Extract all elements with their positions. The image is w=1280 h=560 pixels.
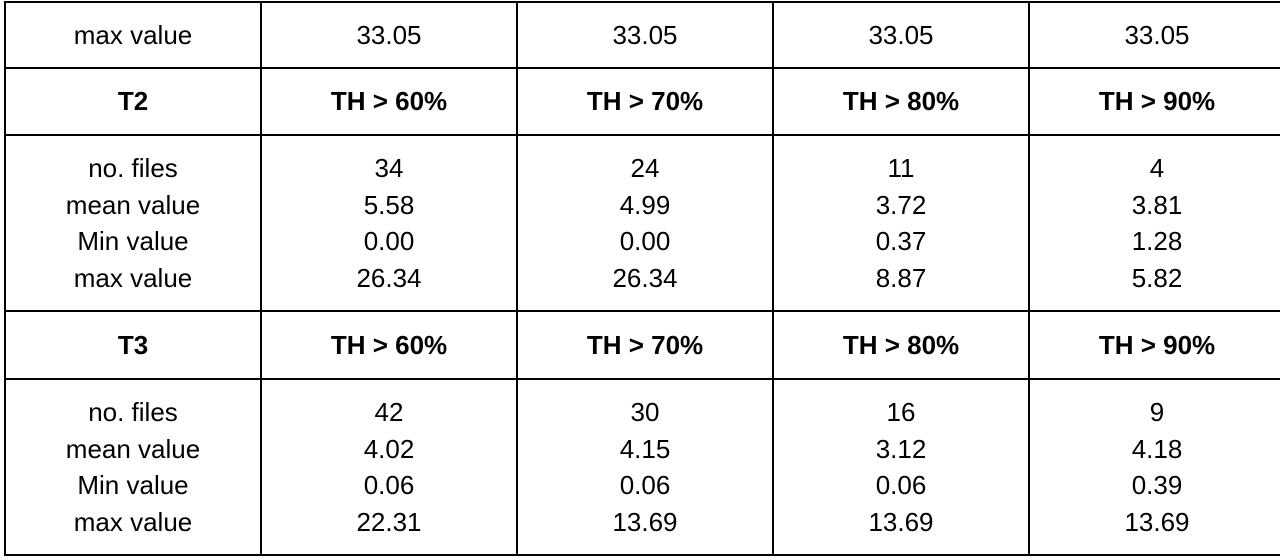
cell-text: TH > 70% <box>586 86 704 117</box>
table-cell: TH > 60% <box>260 310 518 380</box>
cell-text: 4.15 <box>619 433 671 464</box>
cell-text: 0.00 <box>619 226 671 256</box>
table-cell: TH > 80% <box>772 310 1030 380</box>
table-cell: TH > 80% <box>772 67 1030 136</box>
table-cell: 33.05 <box>1028 1 1280 69</box>
table-row: T2 TH > 60% TH > 70% TH > 80% TH > 90% <box>4 67 1280 136</box>
cell-text: max value <box>73 262 193 293</box>
cell-text: TH > 80% <box>842 86 960 117</box>
table-cell: TH > 90% <box>1028 67 1280 136</box>
table-row: no. files mean value Min value max value 42 4… <box>4 378 1280 556</box>
cell-text: 33.05 <box>612 19 678 50</box>
cell-text: 13.69 <box>612 506 678 537</box>
cell-text: 26.34 <box>612 262 678 293</box>
cell-text: TH > 70% <box>586 329 704 360</box>
cell-text: max value <box>73 506 193 537</box>
cell-text: TH > 90% <box>1098 86 1216 117</box>
table-cell: TH > 70% <box>516 310 774 380</box>
cell-text: 0.06 <box>875 470 927 500</box>
table-cell: 4 3.81 1.28 5.82 <box>1028 134 1280 312</box>
table-row: max value 33.05 33.05 33.05 33.05 <box>4 1 1280 69</box>
cell-text: T2 <box>117 86 149 117</box>
table-cell: 30 4.15 0.06 13.69 <box>516 378 774 556</box>
cell-text: TH > 60% <box>330 329 448 360</box>
table-cell: 24 4.99 0.00 26.34 <box>516 134 774 312</box>
cell-text: 5.82 <box>1131 262 1183 293</box>
table-cell: 33.05 <box>260 1 518 69</box>
cell-text: mean value <box>65 433 201 464</box>
cell-text: 22.31 <box>356 506 422 537</box>
table-cell: 33.05 <box>516 1 774 69</box>
cell-text: TH > 80% <box>842 329 960 360</box>
table-cell: 34 5.58 0.00 26.34 <box>260 134 518 312</box>
table-cell: 9 4.18 0.39 13.69 <box>1028 378 1280 556</box>
cell-text: 0.06 <box>363 470 415 500</box>
cell-text: no. files <box>88 153 178 183</box>
table-cell: 42 4.02 0.06 22.31 <box>260 378 518 556</box>
cell-text: 33.05 <box>1124 19 1190 50</box>
cell-text: 33.05 <box>868 19 934 50</box>
table-cell: T2 <box>4 67 262 136</box>
table-cell: 16 3.12 0.06 13.69 <box>772 378 1030 556</box>
cell-text: 4.18 <box>1131 433 1183 464</box>
table-row: no. files mean value Min value max value 34 5… <box>4 134 1280 312</box>
table-cell: 11 3.72 0.37 8.87 <box>772 134 1030 312</box>
cell-text: 11 <box>887 153 915 183</box>
table-cell: TH > 60% <box>260 67 518 136</box>
cell-text: 0.06 <box>619 470 671 500</box>
cell-text: 13.69 <box>868 506 934 537</box>
cell-text: 8.87 <box>875 262 927 293</box>
cell-text: 42 <box>374 397 404 427</box>
table-cell: no. files mean value Min value max value <box>4 134 262 312</box>
cell-text: 3.72 <box>875 189 927 220</box>
cell-text: T3 <box>117 329 149 360</box>
cell-text: TH > 60% <box>330 86 448 117</box>
cell-text: 13.69 <box>1124 506 1190 537</box>
cell-text: 4.02 <box>363 433 415 464</box>
cell-text: 4 <box>1149 153 1165 183</box>
data-table: max value 33.05 33.05 33.05 33.05 T2 TH > 60% T… <box>4 1 1280 556</box>
cell-text: 24 <box>630 153 660 183</box>
table-body: max value 33.05 33.05 33.05 33.05 T2 TH > 60% T… <box>4 1 1280 556</box>
cell-text: 34 <box>374 153 404 183</box>
cell-text: 9 <box>1149 397 1165 427</box>
table-cell: T3 <box>4 310 262 380</box>
cell-text: 16 <box>886 397 916 427</box>
table-row: T3 TH > 60% TH > 70% TH > 80% TH > 90% <box>4 310 1280 380</box>
cell-text: 33.05 <box>356 19 422 50</box>
cell-text: 3.81 <box>1131 189 1183 220</box>
cell-text: 4.99 <box>619 189 671 220</box>
cell-text: max value <box>73 19 193 50</box>
cell-text: no. files <box>88 397 178 427</box>
cell-text: 26.34 <box>356 262 422 293</box>
table-cell: max value <box>4 1 262 69</box>
table-cell: TH > 70% <box>516 67 774 136</box>
cell-text: 1.28 <box>1131 226 1183 256</box>
cell-text: Min value <box>77 226 189 256</box>
cell-text: 0.00 <box>363 226 415 256</box>
table-cell: TH > 90% <box>1028 310 1280 380</box>
cell-text: 30 <box>630 397 660 427</box>
cell-text: TH > 90% <box>1098 329 1216 360</box>
cell-text: 5.58 <box>363 189 415 220</box>
table-cell: 33.05 <box>772 1 1030 69</box>
cell-text: 0.39 <box>1131 470 1183 500</box>
cell-text: 0.37 <box>875 226 927 256</box>
table-cell: no. files mean value Min value max value <box>4 378 262 556</box>
cell-text: mean value <box>65 189 201 220</box>
cell-text: 3.12 <box>875 433 927 464</box>
cell-text: Min value <box>77 470 189 500</box>
